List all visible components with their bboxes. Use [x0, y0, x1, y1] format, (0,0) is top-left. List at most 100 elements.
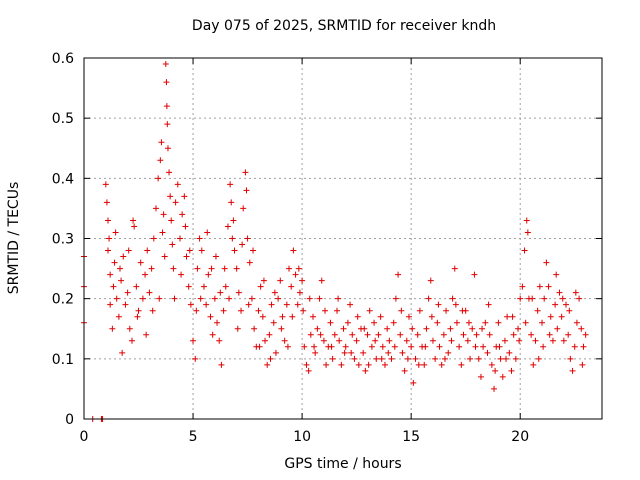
data-point [543, 259, 550, 266]
data-point [532, 337, 539, 344]
data-point [523, 217, 530, 224]
data-point [360, 349, 367, 356]
data-point [401, 367, 408, 374]
data-point [242, 169, 249, 176]
data-point [355, 361, 362, 368]
data-point [375, 331, 382, 338]
data-point [115, 313, 122, 320]
data-point [491, 385, 498, 392]
data-point [472, 343, 479, 350]
data-point [161, 253, 168, 260]
data-point [156, 295, 163, 302]
data-point [181, 193, 188, 200]
data-point [226, 295, 233, 302]
axis-ticks: 0 0.1 0.2 0.3 0.4 0.5 0.6 0 5 10 15 20 [52, 51, 602, 445]
data-point [259, 313, 266, 320]
data-point [227, 181, 234, 188]
data-point [519, 283, 526, 290]
data-point [529, 295, 536, 302]
data-point [174, 181, 181, 188]
data-point [240, 205, 247, 212]
data-point [104, 247, 111, 254]
data-point [295, 265, 302, 272]
data-point [107, 301, 114, 308]
data-point [142, 271, 149, 278]
data-point [204, 229, 211, 236]
data-point [149, 307, 156, 314]
data-point [251, 325, 258, 332]
data-point [580, 343, 587, 350]
data-point [155, 175, 162, 182]
data-point [235, 289, 242, 296]
data-point [197, 295, 204, 302]
data-point [438, 361, 445, 368]
data-point [391, 343, 398, 350]
data-point [228, 199, 235, 206]
data-point [495, 319, 502, 326]
data-point [289, 313, 296, 320]
data-point [421, 361, 428, 368]
data-point [208, 265, 215, 272]
data-point [164, 145, 171, 152]
data-point [405, 313, 412, 320]
data-point [113, 295, 120, 302]
data-point [176, 235, 183, 242]
data-point [301, 343, 308, 350]
data-point [179, 211, 186, 218]
data-point [353, 337, 360, 344]
data-point [305, 367, 312, 374]
data-point [451, 265, 458, 272]
data-point [163, 103, 170, 110]
data-point [311, 343, 318, 350]
data-point [392, 295, 399, 302]
data-point [452, 301, 459, 308]
data-point [338, 361, 345, 368]
data-point [364, 331, 371, 338]
data-point [278, 325, 285, 332]
data-point [497, 355, 504, 362]
data-point [573, 319, 580, 326]
data-point [347, 301, 354, 308]
data-point [272, 349, 279, 356]
y-tick-label: 0.1 [52, 352, 74, 368]
data-point [371, 319, 378, 326]
data-point [112, 229, 119, 236]
data-point [453, 319, 460, 326]
data-point [160, 211, 167, 218]
data-point [348, 349, 355, 356]
data-point [508, 367, 515, 374]
data-point [467, 355, 474, 362]
data-point [135, 307, 142, 314]
data-point [404, 355, 411, 362]
data-point [230, 217, 237, 224]
data-point [449, 295, 456, 302]
data-point [243, 187, 250, 194]
data-point [322, 307, 329, 314]
data-point [163, 79, 170, 86]
x-tick-label: 10 [293, 429, 311, 445]
data-point [205, 271, 212, 278]
data-point [571, 343, 578, 350]
data-point [496, 343, 503, 350]
data-point [281, 337, 288, 344]
data-point [471, 271, 478, 278]
data-point [559, 295, 566, 302]
data-point [540, 343, 547, 350]
data-point [224, 223, 231, 230]
data-point [192, 355, 199, 362]
data-point [133, 283, 140, 290]
data-point [256, 343, 263, 350]
data-point [139, 295, 146, 302]
data-point [300, 307, 307, 314]
y-tick-label: 0 [65, 412, 74, 428]
data-point [164, 121, 171, 128]
data-point [292, 271, 299, 278]
data-point [549, 337, 556, 344]
data-point [124, 289, 131, 296]
data-point [563, 301, 570, 308]
x-tick-label: 20 [511, 429, 529, 445]
data-point [395, 271, 402, 278]
data-point [398, 307, 405, 314]
data-point [560, 337, 567, 344]
data-point [271, 289, 278, 296]
